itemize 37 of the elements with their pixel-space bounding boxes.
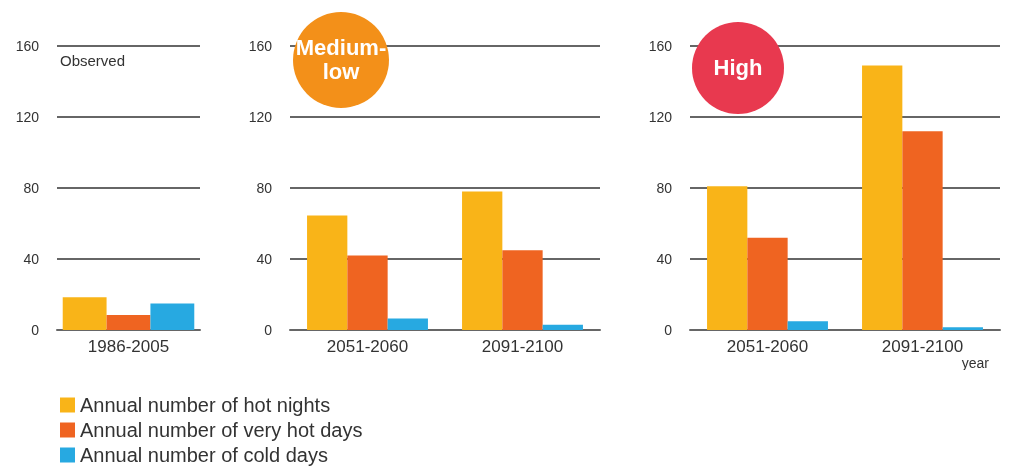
bar	[902, 131, 943, 330]
legend-label: Annual number of cold days	[80, 444, 328, 466]
y-tick-label: 40	[23, 251, 40, 267]
legend-label: Annual number of very hot days	[80, 419, 363, 441]
bar	[387, 318, 428, 330]
y-tick-label: 120	[15, 109, 40, 125]
bar	[542, 324, 583, 330]
y-tick-label: 0	[664, 322, 673, 338]
x-tick-label: 2091-2100	[881, 337, 964, 356]
y-tick-label: 120	[648, 109, 673, 125]
y-tick-label: 0	[264, 322, 273, 338]
legend-label: Annual number of hot nights	[80, 394, 331, 416]
x-axis-title: year	[961, 355, 990, 371]
y-tick-label: 160	[248, 38, 273, 54]
x-tick-label: 1986-2005	[87, 337, 170, 356]
bar	[747, 237, 788, 330]
x-tick-label: 2051-2060	[726, 337, 809, 356]
y-tick-label: 120	[248, 109, 273, 125]
y-tick-label: 0	[31, 322, 40, 338]
y-tick-label: 160	[648, 38, 673, 54]
bar	[787, 321, 828, 330]
bar	[502, 250, 543, 330]
bar	[942, 327, 983, 330]
y-tick-label: 40	[256, 251, 273, 267]
bar	[347, 255, 388, 330]
bar	[707, 186, 748, 330]
y-tick-label: 80	[23, 180, 40, 196]
x-tick-label: 2051-2060	[326, 337, 409, 356]
x-tick-label: 2091-2100	[481, 337, 564, 356]
bar	[462, 191, 503, 330]
bar	[862, 65, 903, 330]
y-tick-label: 40	[656, 251, 673, 267]
bar	[307, 215, 348, 330]
y-tick-label: 80	[656, 180, 673, 196]
chart-title: Observed	[60, 52, 126, 69]
y-tick-label: 160	[15, 38, 40, 54]
y-tick-label: 80	[256, 180, 273, 196]
